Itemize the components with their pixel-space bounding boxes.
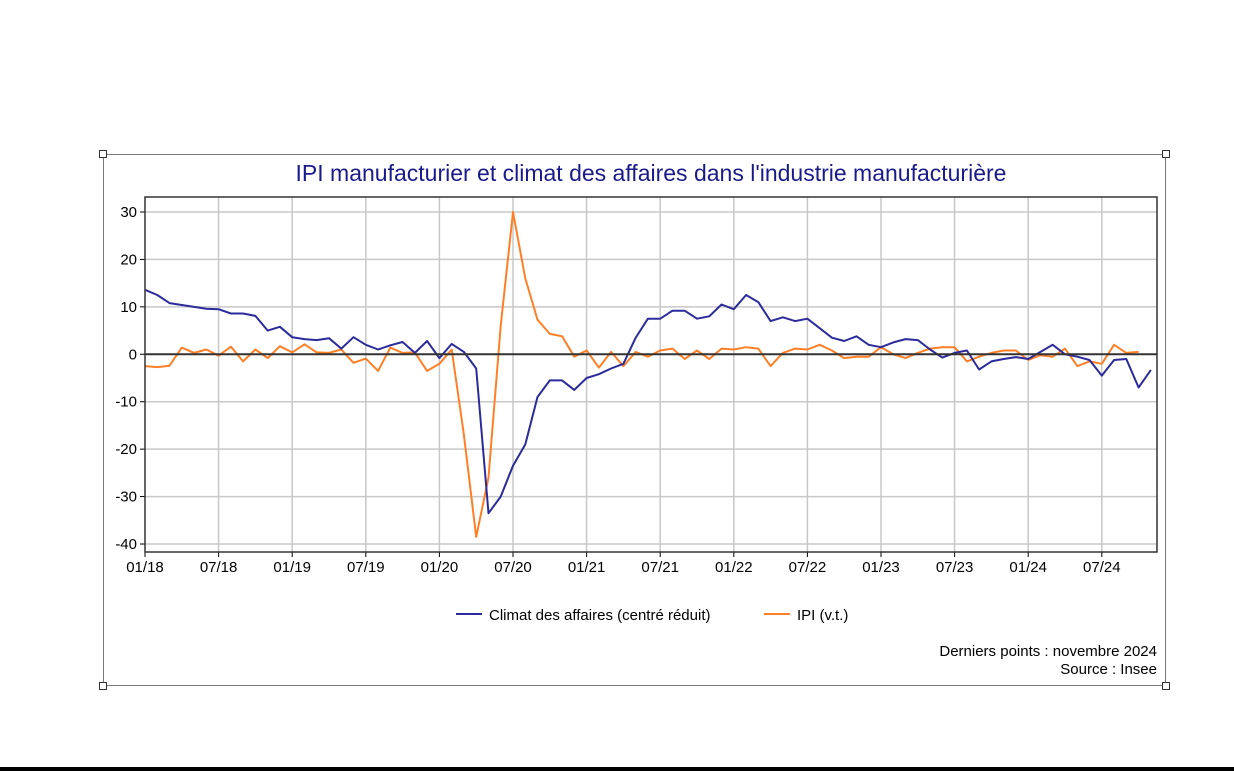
y-tick-label: 20: [120, 251, 137, 268]
resize-handle-top-left[interactable]: [99, 150, 107, 158]
legend-label-climat: Climat des affaires (centré réduit): [489, 607, 710, 624]
y-tick-label: 10: [120, 299, 137, 316]
x-tick-label: 01/21: [568, 559, 606, 576]
note-source: Source : Insee: [1060, 661, 1157, 678]
plot-area: [145, 197, 1157, 552]
x-tick-label: 07/21: [641, 559, 679, 576]
x-tick-label: 01/20: [421, 559, 459, 576]
x-tick-label: 07/23: [936, 559, 974, 576]
note-last-points: Derniers points : novembre 2024: [939, 643, 1157, 660]
x-tick-label: 07/22: [789, 559, 827, 576]
x-tick-label: 01/19: [273, 559, 311, 576]
resize-handle-bottom-right[interactable]: [1162, 682, 1170, 690]
chart-title: IPI manufacturier et climat des affaires…: [296, 160, 1007, 186]
x-tick-label: 01/18: [126, 559, 164, 576]
bottom-bar: [0, 767, 1234, 771]
y-tick-label: -30: [115, 489, 137, 506]
x-tick-label: 01/24: [1009, 559, 1047, 576]
x-tick-label: 07/20: [494, 559, 532, 576]
chart-frame[interactable]: [103, 154, 1166, 686]
y-tick-label: -10: [115, 394, 137, 411]
legend: Climat des affaires (centré réduit) IPI …: [456, 607, 848, 624]
y-tick-label: 30: [120, 204, 137, 221]
legend-label-ipi: IPI (v.t.): [797, 607, 848, 624]
y-tick-label: 0: [129, 346, 137, 363]
x-tick-label: 07/19: [347, 559, 385, 576]
x-tick-label: 07/18: [200, 559, 238, 576]
resize-handle-top-right[interactable]: [1162, 150, 1170, 158]
plot-border: [144, 196, 1158, 553]
y-tick-label: -40: [115, 536, 137, 553]
resize-handle-bottom-left[interactable]: [99, 682, 107, 690]
x-tick-label: 07/24: [1083, 559, 1121, 576]
x-tick-label: 01/23: [862, 559, 900, 576]
x-tick-label: 01/22: [715, 559, 753, 576]
y-tick-label: -20: [115, 441, 137, 458]
